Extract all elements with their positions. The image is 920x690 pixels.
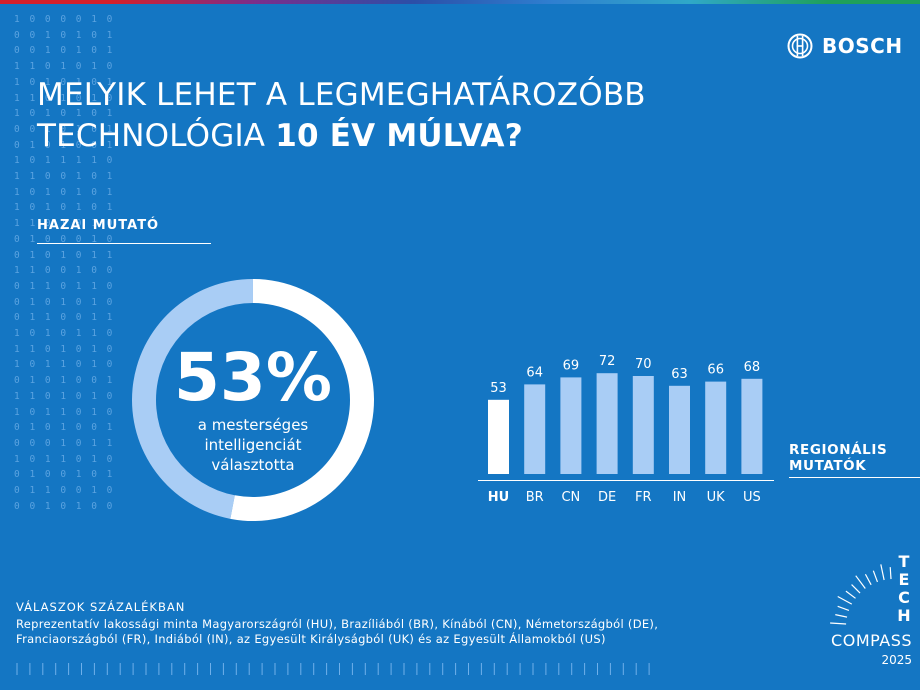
value-label-cn: 69 [563, 358, 580, 373]
title-line-1: MELYIK LEHET A LEGMEGHATÁROZÓBB [37, 77, 646, 113]
footer-note: Reprezentatív lakossági minta Magyarorsz… [16, 617, 776, 647]
regional-indicators-rule [789, 477, 920, 478]
category-label-de: DE [598, 490, 616, 505]
regional-indicators-label: REGIONÁLIS MUTATÓK [789, 442, 887, 474]
compass-tick [835, 614, 848, 618]
value-label-us: 68 [744, 360, 761, 375]
title-line-2: TECHNOLÓGIA 10 ÉV MÚLVA? [37, 116, 737, 157]
bar-de [596, 373, 618, 474]
tech-letter-e: E [898, 570, 910, 589]
bar-uk [705, 381, 727, 474]
tech-compass-word: COMPASS [831, 631, 912, 650]
tech-letter-c: C [898, 588, 910, 607]
page-title: MELYIK LEHET A LEGMEGHATÁROZÓBB TECHNOLÓ… [37, 75, 737, 157]
compass-tick [837, 605, 850, 612]
value-label-br: 64 [526, 365, 543, 380]
compass-tick [872, 570, 879, 583]
compass-tick [830, 622, 847, 625]
home-indicator-rule [37, 243, 211, 244]
brand-color-bar [0, 0, 920, 4]
tech-letter-t: T [898, 552, 910, 571]
bar-br [524, 384, 546, 474]
value-label-de: 72 [599, 354, 616, 369]
bar-fr [632, 376, 654, 474]
home-value: 53% [174, 339, 332, 416]
footer-note-line-1: Reprezentatív lakossági minta Magyarorsz… [16, 617, 659, 631]
compass-tick [864, 573, 872, 586]
compass-tick [851, 584, 861, 594]
tech-compass-year: 2025 [881, 653, 912, 667]
bar-hu [488, 399, 509, 474]
category-label-uk: UK [707, 490, 726, 505]
category-label-us: US [743, 490, 761, 505]
title-line-2-regular: TECHNOLÓGIA [37, 118, 276, 154]
value-label-uk: 66 [707, 363, 724, 378]
category-label-br: BR [526, 490, 544, 505]
regional-label-line-1: REGIONÁLIS [789, 442, 888, 458]
bosch-logo: BOSCH [787, 33, 903, 59]
compass-tick [837, 595, 853, 605]
regional-bar-chart: 53 HU 64 BR 69 CN 72 DE 70 FR 63 IN 66 UK 68 US [478, 354, 774, 505]
home-caption: a mesterséges intelligenciát választotta [197, 416, 309, 474]
footer-note-line-2: Franciaországból (FR), Indiából (IN), az… [16, 632, 606, 646]
brand-name: BOSCH [822, 34, 903, 58]
title-line-2-bold: 10 ÉV MÚLVA? [275, 118, 523, 154]
compass-tick [845, 590, 856, 599]
donut-value-segment [230, 279, 374, 521]
compass-tick [855, 575, 866, 589]
value-label-hu: 53 [490, 381, 507, 396]
category-label-cn: CN [561, 490, 580, 505]
bar-us [741, 378, 763, 474]
bosch-armature-icon [787, 33, 813, 59]
footer-tick-row [16, 663, 650, 675]
tech-letter-h: H [897, 606, 911, 625]
bar-in [669, 385, 690, 474]
category-label-fr: FR [635, 490, 652, 505]
tech-compass-logo: T E C H COMPASS 2025 [808, 553, 912, 673]
donut-rest-segment [132, 279, 253, 519]
compass-tick [889, 567, 892, 580]
compass-tick [880, 564, 885, 581]
donut-chart [132, 279, 374, 521]
value-label-fr: 70 [635, 357, 652, 372]
bar-cn [560, 377, 582, 474]
category-label-hu: HU [488, 490, 509, 505]
category-label-in: IN [673, 490, 687, 505]
compass-arc-icon [830, 564, 892, 625]
home-indicator-label: HAZAI MUTATÓ [37, 218, 160, 233]
value-label-in: 63 [671, 367, 688, 382]
footer-title: VÁLASZOK SZÁZALÉKBAN [16, 600, 186, 614]
regional-label-line-2: MUTATÓK [789, 458, 867, 474]
